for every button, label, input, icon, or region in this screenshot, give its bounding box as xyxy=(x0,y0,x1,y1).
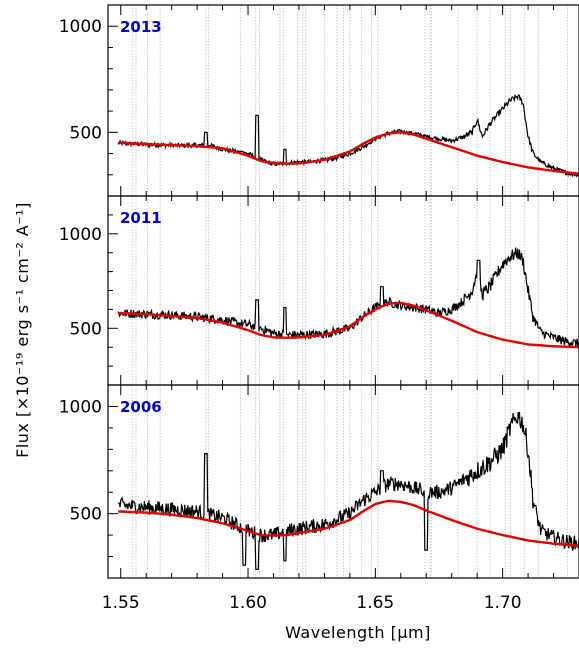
panel-middle: 500 1000 2011 xyxy=(59,195,579,386)
panel-frame xyxy=(107,384,579,579)
y-tick-label: 1000 xyxy=(59,17,102,37)
y-tick-label: 1000 xyxy=(59,225,102,245)
telluric-lines xyxy=(131,5,569,196)
y-tick-label: 500 xyxy=(70,505,102,525)
panel-bottom: 500 1000 2006 xyxy=(59,384,579,579)
x-tick-labels: 1.55 1.60 1.65 1.70 xyxy=(102,593,522,613)
x-tick-label: 1.65 xyxy=(356,593,394,613)
x-tick-label: 1.55 xyxy=(102,593,140,613)
telluric-lines xyxy=(131,196,569,385)
panels: 500 1000 2013 500 1000 2011 500 1000 2006 1.55 1.6… xyxy=(59,4,579,613)
model-curve xyxy=(118,499,579,547)
telluric-lines xyxy=(131,385,569,578)
model-curve xyxy=(118,131,579,175)
y-axis-title: Flux [×10⁻¹⁹ erg s⁻¹ cm⁻² A⁻¹] xyxy=(13,202,32,458)
x-tick-label: 1.60 xyxy=(229,593,267,613)
spectrum-line xyxy=(117,411,579,570)
year-label: 2006 xyxy=(120,398,162,416)
y-tick-label: 1000 xyxy=(59,397,102,417)
year-label: 2013 xyxy=(120,18,162,36)
x-axis-title: Wavelength [μm] xyxy=(285,623,431,642)
panel-top: 500 1000 2013 xyxy=(59,4,579,197)
year-label: 2011 xyxy=(120,209,162,227)
x-tick-label: 1.70 xyxy=(484,593,522,613)
y-tick-label: 500 xyxy=(70,123,102,143)
y-tick-label: 500 xyxy=(70,319,102,339)
model-curve xyxy=(118,301,579,349)
